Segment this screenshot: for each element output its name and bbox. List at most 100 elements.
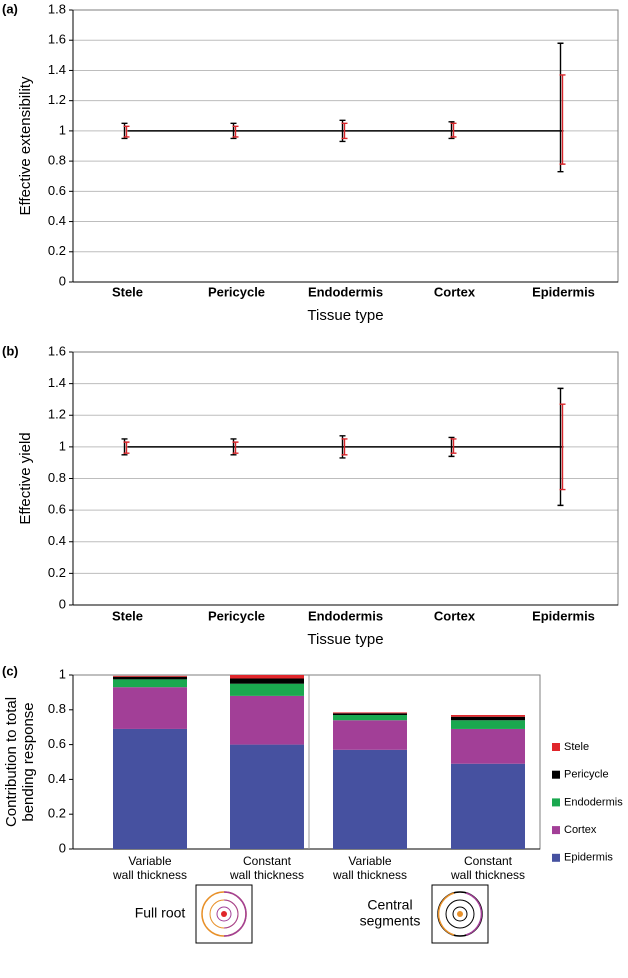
x-tick-label: wall thickness <box>112 868 187 882</box>
y-tick-label: 0.4 <box>48 771 66 786</box>
x-tick-label: Pericycle <box>208 284 265 299</box>
bar-segment <box>333 720 407 750</box>
y-tick-label: 0 <box>59 273 66 288</box>
y-tick-label: 1.2 <box>48 92 66 107</box>
bar-segment <box>333 713 407 716</box>
y-tick-label: 0.2 <box>48 806 66 821</box>
bar-segment <box>230 675 304 679</box>
x-tick-label: Pericycle <box>208 608 265 623</box>
x-tick-label: wall thickness <box>450 868 525 882</box>
error-bar <box>557 387 564 507</box>
error-bar <box>232 125 239 138</box>
error-bar <box>559 403 566 491</box>
bar-segment <box>230 678 304 684</box>
y-tick-label: 0.8 <box>48 153 66 168</box>
legend-label: Stele <box>564 741 589 753</box>
y-tick-label: 1.4 <box>48 375 66 390</box>
legend-label: Pericycle <box>564 769 609 781</box>
x-tick-label: Endodermis <box>308 284 383 299</box>
plot-frame <box>72 9 619 283</box>
bar-segment <box>113 728 187 849</box>
y-tick-label: 0.6 <box>48 183 66 198</box>
bar-segment <box>113 687 187 729</box>
legend-swatch <box>552 743 560 751</box>
x-tick-label: Cortex <box>434 608 476 623</box>
x-tick-label: Stele <box>112 608 143 623</box>
y-tick-label: 1.6 <box>48 343 66 358</box>
y-tick-label: 1.4 <box>48 62 66 77</box>
y-tick-label: 1 <box>59 666 66 681</box>
bar-segment <box>333 749 407 849</box>
y-tick-label: 0.4 <box>48 213 66 228</box>
x-tick-label: Constant <box>464 854 513 868</box>
y-tick-label: 0 <box>59 596 66 611</box>
y-tick-label: 1 <box>59 438 66 453</box>
x-axis-label: Tissue type <box>307 631 383 648</box>
bar-segment <box>451 763 525 849</box>
bar-segment <box>451 716 525 721</box>
x-tick-label: wall thickness <box>229 868 304 882</box>
y-tick-label: 1.8 <box>48 1 66 16</box>
error-bar <box>232 441 239 454</box>
legend-label: Epidermis <box>564 852 613 864</box>
bar-segment <box>451 728 525 764</box>
x-tick-label: wall thickness <box>332 868 407 882</box>
central-segments-icon <box>431 884 489 944</box>
y-tick-label: 0.6 <box>48 502 66 517</box>
x-axis-label: Tissue type <box>307 307 383 324</box>
y-axis-label: Effective yield <box>17 432 34 524</box>
legend-swatch <box>552 826 560 835</box>
panel-label: (a) <box>2 1 18 16</box>
annotation: Central <box>367 897 412 913</box>
error-bar <box>559 74 566 165</box>
legend-swatch <box>552 798 560 807</box>
bar-segment <box>230 683 304 696</box>
error-bar <box>557 42 564 173</box>
error-bar <box>341 438 348 456</box>
annotation: Full root <box>135 905 186 921</box>
full-root-icon <box>195 884 253 944</box>
bar-segment <box>333 715 407 721</box>
x-tick-label: Variable <box>348 854 391 868</box>
y-tick-label: 0.2 <box>48 243 66 258</box>
y-tick-label: 0.6 <box>48 736 66 751</box>
bar-segment <box>230 695 304 745</box>
error-bar <box>448 121 455 140</box>
bar-segment <box>113 676 187 680</box>
bar-segment <box>333 712 407 714</box>
bar-segment <box>230 744 304 849</box>
error-bar <box>450 438 457 454</box>
error-bar <box>341 122 348 140</box>
bar-segment <box>113 679 187 688</box>
y-tick-label: 0 <box>59 840 66 855</box>
y-tick-label: 0.4 <box>48 533 66 548</box>
legend-swatch <box>552 770 560 779</box>
legend-swatch <box>552 853 560 862</box>
bar-segment <box>451 720 525 729</box>
bar-segment <box>451 715 525 717</box>
y-tick-label: 0.2 <box>48 565 66 580</box>
x-tick-label: Cortex <box>434 284 476 299</box>
bar-segment <box>113 675 187 677</box>
y-axis-label: Effective extensibility <box>17 76 34 215</box>
y-tick-label: 1 <box>59 122 66 137</box>
x-tick-label: Constant <box>243 854 292 868</box>
x-tick-label: Epidermis <box>532 284 595 299</box>
x-tick-label: Stele <box>112 284 143 299</box>
x-tick-label: Epidermis <box>532 608 595 623</box>
error-bar <box>123 441 130 454</box>
y-axis-label: bending response <box>20 702 37 821</box>
x-tick-label: Variable <box>128 854 171 868</box>
y-tick-label: 0.8 <box>48 470 66 485</box>
x-tick-label: Endodermis <box>308 608 383 623</box>
y-axis-label: Contribution to total <box>3 697 20 827</box>
legend-label: Cortex <box>564 824 597 836</box>
panel-label: (c) <box>2 663 18 678</box>
y-tick-label: 0.8 <box>48 701 66 716</box>
y-tick-label: 1.2 <box>48 407 66 422</box>
error-bar <box>450 122 457 138</box>
legend-label: Endodermis <box>564 796 623 808</box>
error-bar <box>123 125 130 138</box>
y-tick-label: 1.6 <box>48 32 66 47</box>
